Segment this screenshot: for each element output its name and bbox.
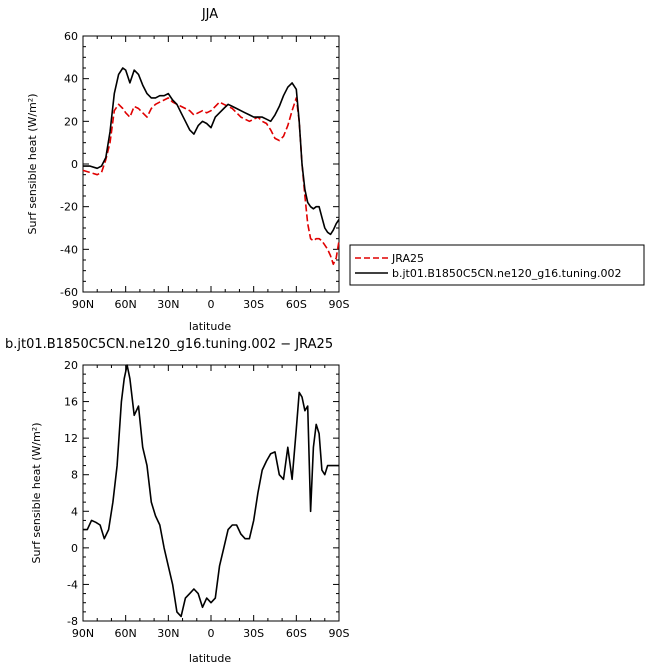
bottom-y-tick-label: 16 (64, 396, 78, 409)
top-y-tick-label: -60 (60, 286, 78, 299)
bottom-y-axis: -8 -4 0 4 8 12 16 20 (64, 359, 339, 628)
top-x-axis: 90N 60N 30N 0 30S 60S 90S (72, 36, 350, 311)
top-x-tick-label: 30S (243, 298, 264, 311)
bottom-series-line-0 (83, 364, 339, 618)
top-series-lines (82, 67, 340, 266)
top-y-tick-label: 20 (64, 115, 78, 128)
bottom-x-tick-label: 0 (208, 627, 215, 640)
top-plot-frame (82, 35, 340, 293)
top-x-tick-label: 90N (72, 298, 94, 311)
legend-label-jra25: JRA25 (391, 252, 424, 265)
top-y-tick-label: 40 (64, 73, 78, 86)
bottom-chart-title: b.jt01.B1850C5CN.ne120_g16.tuning.002 − … (5, 337, 333, 352)
legend-box (349, 244, 645, 286)
top-x-tick-label: 60S (286, 298, 307, 311)
top-x-tick-label: 60N (115, 298, 137, 311)
bottom-x-tick-label: 90N (72, 627, 94, 640)
bottom-y-tick-label: 4 (71, 505, 78, 518)
bottom-panel: b.jt01.B1850C5CN.ne120_g16.tuning.002 − … (5, 337, 350, 665)
bottom-y-tick-label: -8 (67, 615, 78, 628)
bottom-y-tick-label: 0 (71, 542, 78, 555)
top-chart-title: JJA (201, 7, 218, 22)
bottom-x-axis-label: latitude (189, 652, 231, 665)
bottom-y-tick-label: 20 (64, 359, 78, 372)
bottom-y-tick-label: 8 (71, 469, 78, 482)
bottom-x-tick-label: 60N (115, 627, 137, 640)
bottom-y-axis-label: Surf sensible heat (W/m²) (30, 423, 43, 564)
legend: JRA25 b.jt01.B1850C5CN.ne120_g16.tuning.… (349, 244, 645, 286)
top-series-line-1 (83, 67, 340, 236)
top-panel: JJA -60 -40 -20 0 20 40 60 90N 60N 30N 0 30S 60S 90S… (26, 7, 350, 333)
top-x-tick-label: 0 (208, 298, 215, 311)
bottom-series-lines (83, 364, 339, 618)
top-y-axis-label: Surf sensible heat (W/m²) (26, 94, 39, 235)
top-y-tick-label: -20 (60, 201, 78, 214)
top-x-tick-label: 90S (329, 298, 350, 311)
top-y-tick-label: 60 (64, 30, 78, 43)
bottom-x-tick-label: 30N (157, 627, 179, 640)
top-x-axis-label: latitude (189, 320, 231, 333)
top-y-tick-label: -40 (60, 243, 78, 256)
legend-label-model: b.jt01.B1850C5CN.ne120_g16.tuning.002 (392, 267, 621, 280)
bottom-x-tick-label: 60S (286, 627, 307, 640)
bottom-y-tick-label: -4 (67, 578, 78, 591)
top-y-axis: -60 -40 -20 0 20 40 60 (60, 30, 339, 299)
bottom-y-tick-label: 12 (64, 432, 78, 445)
bottom-x-tick-label: 90S (329, 627, 350, 640)
bottom-x-axis: 90N 60N 30N 0 30S 60S 90S (72, 365, 350, 640)
top-series-line-0 (82, 97, 340, 266)
top-y-tick-label: 0 (71, 158, 78, 171)
top-x-tick-label: 30N (157, 298, 179, 311)
bottom-x-tick-label: 30S (243, 627, 264, 640)
